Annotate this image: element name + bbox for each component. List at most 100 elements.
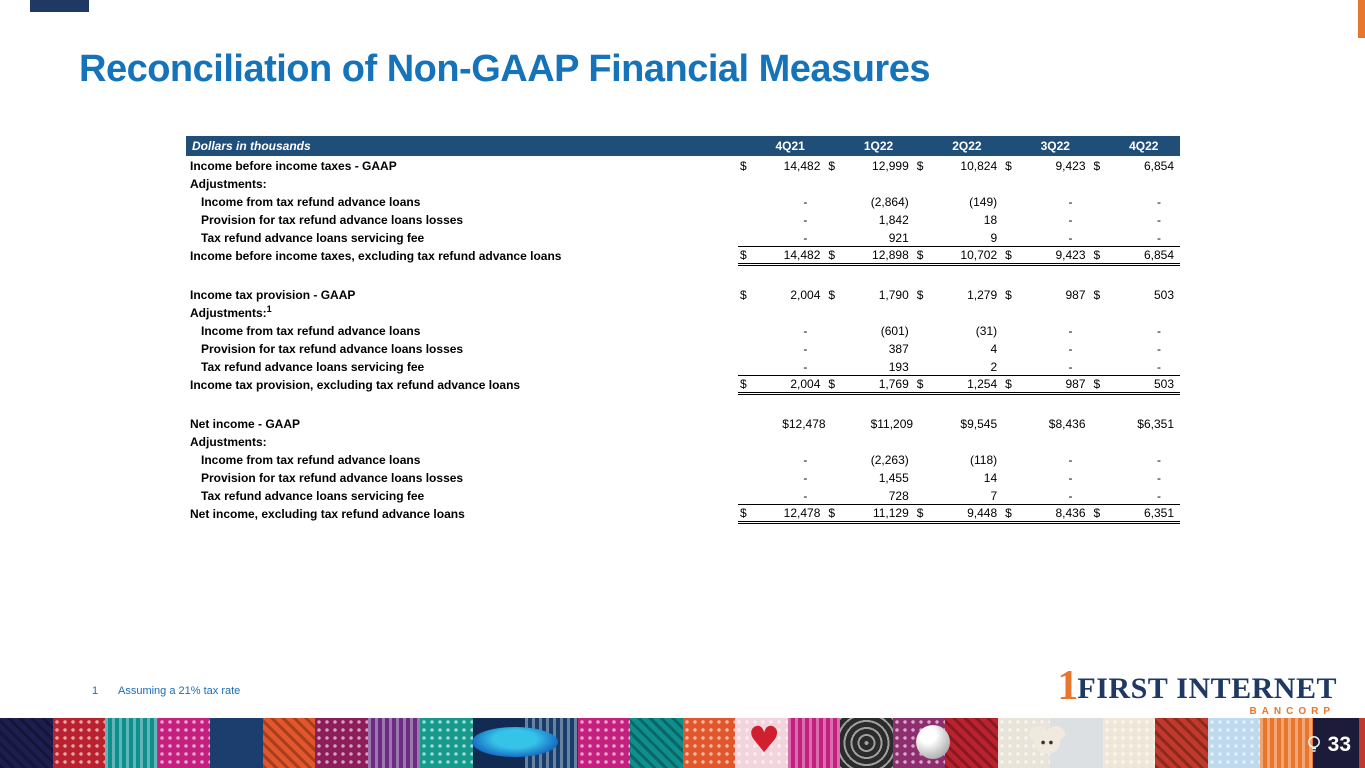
dollar-sign-cell bbox=[1092, 303, 1136, 321]
strip-segment bbox=[945, 718, 998, 768]
dollar-sign-cell bbox=[915, 210, 959, 228]
strip-segment bbox=[420, 718, 473, 768]
dollar-sign-cell bbox=[738, 339, 782, 357]
dollar-sign-cell: $ bbox=[1091, 504, 1136, 524]
dollar-sign-cell bbox=[1092, 321, 1136, 339]
bottom-right-accent-bar bbox=[1359, 718, 1365, 768]
value-cell: 2 bbox=[958, 357, 1004, 376]
heart-icon: ♥ bbox=[748, 720, 781, 761]
value-cell: 2,004 bbox=[790, 288, 821, 302]
row-label: Income from tax refund advance loans bbox=[201, 195, 421, 209]
value-cell: - bbox=[1068, 195, 1073, 209]
table-row: Income from tax refund advance loans - (2,… bbox=[186, 192, 1180, 210]
footnote-marker: 1 bbox=[92, 685, 99, 697]
strip-segment bbox=[1155, 718, 1208, 768]
strip-segment bbox=[787, 718, 840, 768]
value-cell: $9,545 bbox=[960, 417, 998, 431]
strip-segment bbox=[1207, 718, 1260, 768]
dollar-sign-cell bbox=[738, 357, 783, 376]
value-cell bbox=[1136, 174, 1180, 192]
strip-segment bbox=[1260, 718, 1313, 768]
value-cell bbox=[1136, 303, 1180, 321]
dollar-sign-cell bbox=[738, 228, 783, 247]
value-cell bbox=[782, 303, 826, 321]
dollar-sign-cell: $ bbox=[916, 288, 924, 302]
row-label: Provision for tax refund advance loans l… bbox=[201, 342, 464, 356]
row-label: Income before income taxes - GAAP bbox=[190, 159, 397, 173]
logo-wordmark: 1 FIRST INTERNET bbox=[1057, 665, 1337, 706]
value-cell: - bbox=[1047, 486, 1092, 505]
dollar-sign-cell bbox=[1003, 486, 1048, 505]
value-cell: 2,004 bbox=[782, 375, 827, 395]
dollar-sign-cell bbox=[826, 321, 870, 339]
strip-segment bbox=[105, 718, 158, 768]
value-cell bbox=[959, 303, 1003, 321]
dollar-sign-cell bbox=[915, 432, 959, 450]
column-header: 3Q22 bbox=[1003, 136, 1092, 156]
row-label: Adjustments:1 bbox=[190, 304, 272, 320]
dollar-sign-cell: $ bbox=[1091, 375, 1136, 395]
dollar-sign-cell bbox=[738, 321, 782, 339]
row-label: Income tax provision - GAAP bbox=[190, 288, 356, 302]
dollar-sign-cell bbox=[1092, 174, 1136, 192]
row-label: Adjustments: bbox=[190, 435, 267, 449]
value-cell: - bbox=[1135, 486, 1180, 505]
value-cell: 503 bbox=[1153, 288, 1174, 302]
table-row: Net income - GAAP $12,478 $11,209 $9,545 $8,… bbox=[186, 414, 1180, 432]
row-label: Provision for tax refund advance loans l… bbox=[201, 471, 464, 485]
decorative-strip: ♥ 33 bbox=[0, 718, 1365, 768]
value-cell: 11,129 bbox=[870, 504, 915, 524]
dollar-sign-cell bbox=[1091, 486, 1136, 505]
dollar-sign-cell bbox=[915, 339, 959, 357]
value-cell bbox=[782, 174, 826, 192]
dollar-sign-cell bbox=[738, 432, 782, 450]
dollar-sign-cell: $ bbox=[1003, 246, 1048, 266]
value-cell: (118) bbox=[970, 453, 998, 467]
table-row: Tax refund advance loans servicing fee - 7… bbox=[186, 486, 1180, 505]
table-row: Income tax provision, excluding tax refu… bbox=[186, 375, 1180, 395]
row-label: Provision for tax refund advance loans l… bbox=[201, 213, 464, 227]
dollar-sign-cell bbox=[914, 486, 959, 505]
table-row: Tax refund advance loans servicing fee - 9… bbox=[186, 228, 1180, 247]
table-row: Income from tax refund advance loans - (60… bbox=[186, 321, 1180, 339]
table-row: Income before income taxes - GAAP $14,482… bbox=[186, 156, 1180, 174]
dollar-sign-cell: $ bbox=[1093, 159, 1101, 173]
dollar-sign-cell bbox=[826, 432, 870, 450]
strip-segment bbox=[367, 718, 420, 768]
dollar-sign-cell bbox=[826, 303, 870, 321]
value-cell: 12,999 bbox=[872, 159, 909, 173]
spacer-row bbox=[186, 393, 1180, 414]
dollar-sign-cell bbox=[1003, 450, 1047, 468]
table-row: Income before income taxes, excluding ta… bbox=[186, 246, 1180, 266]
bear-face-shape bbox=[1034, 731, 1060, 754]
table-row: Provision for tax refund advance loans l… bbox=[186, 468, 1180, 486]
value-cell: - bbox=[803, 342, 808, 356]
dollar-sign-cell bbox=[826, 486, 871, 505]
dollar-sign-cell bbox=[915, 450, 959, 468]
dollar-sign-cell bbox=[1092, 414, 1136, 432]
value-cell bbox=[871, 432, 915, 450]
value-cell: 193 bbox=[870, 357, 915, 376]
dollar-sign-cell: $ bbox=[1005, 159, 1012, 173]
dollar-sign-cell: $ bbox=[826, 246, 871, 266]
table-row: Income tax provision - GAAP $2,004 $1,790 $… bbox=[186, 285, 1180, 303]
page-title: Reconciliation of Non-GAAP Financial Mea… bbox=[79, 48, 930, 90]
row-label: Income from tax refund advance loans bbox=[201, 453, 421, 467]
table-row: Provision for tax refund advance loans l… bbox=[186, 339, 1180, 357]
dollar-sign-cell bbox=[1092, 432, 1136, 450]
dollar-sign-cell bbox=[914, 357, 959, 376]
dollar-sign-cell: $ bbox=[1003, 375, 1048, 395]
row-label: Net income, excluding tax refund advance… bbox=[190, 507, 465, 521]
logo-bancorp: BANCORP bbox=[1249, 705, 1335, 717]
dollar-sign-cell: $ bbox=[1005, 288, 1012, 302]
dollar-sign-cell bbox=[826, 357, 871, 376]
value-cell: - bbox=[803, 471, 808, 485]
dollar-sign-cell bbox=[738, 468, 782, 486]
value-cell: - bbox=[1068, 471, 1073, 485]
dollar-sign-cell: $ bbox=[828, 159, 836, 173]
value-cell: - bbox=[1047, 357, 1092, 376]
dollar-sign-cell bbox=[1003, 228, 1048, 247]
dollar-sign-cell bbox=[826, 468, 870, 486]
value-cell: - bbox=[1157, 471, 1161, 485]
